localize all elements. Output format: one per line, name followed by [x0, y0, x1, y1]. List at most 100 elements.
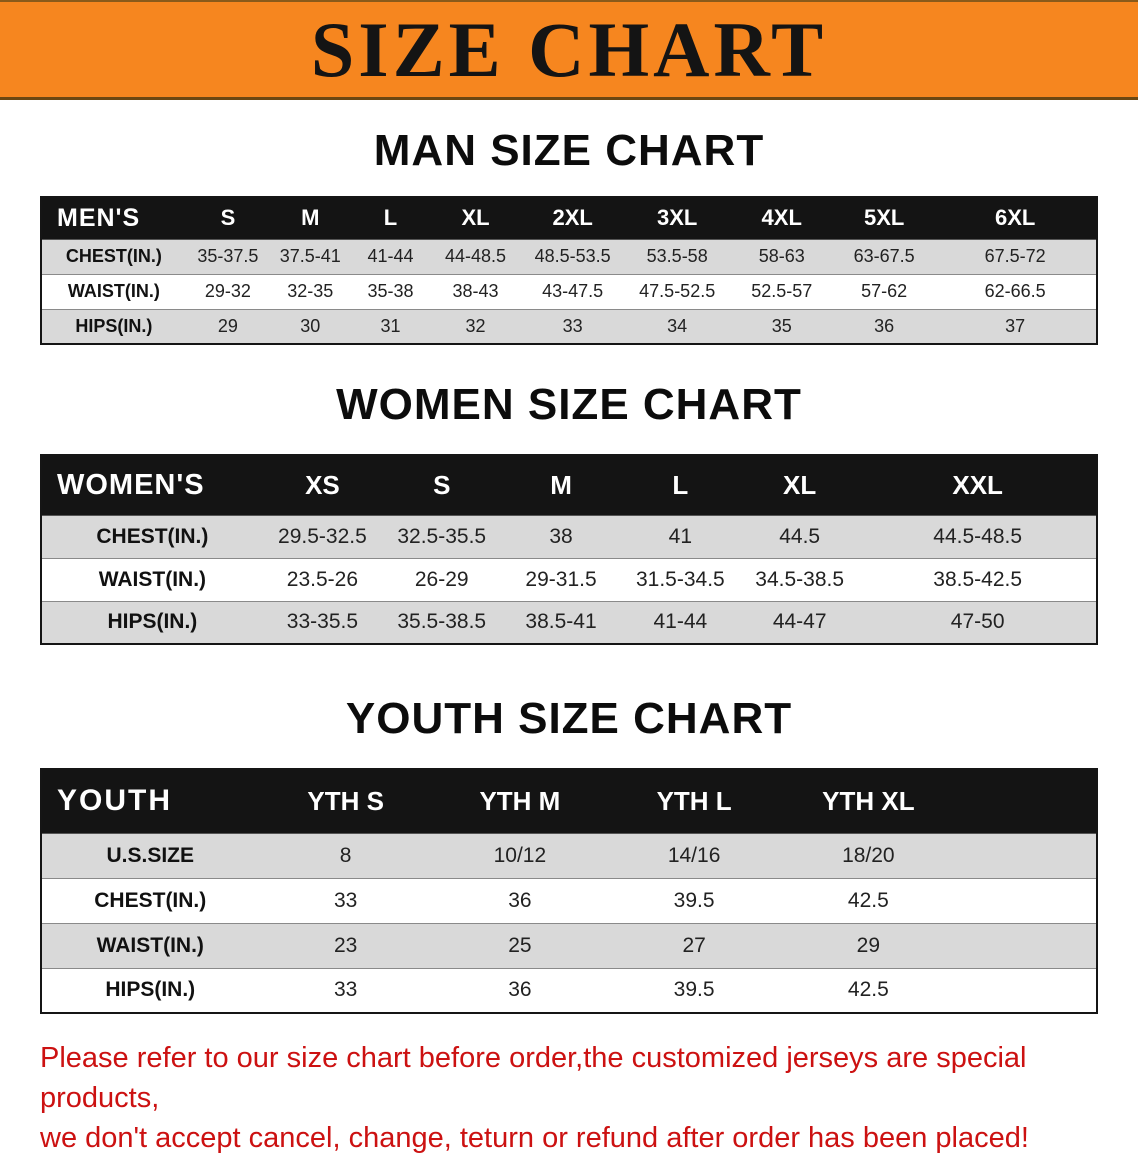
size-value-cell: 53.5-58 [646, 246, 708, 266]
size-value-cell: 42.5 [847, 978, 889, 1002]
measurement-row: WAIST(IN.) 23 25 27 29 [41, 923, 1097, 968]
notice-line-2: we don't accept cancel, change, teturn o… [40, 1122, 1029, 1155]
size-value-cell: 31.5-34.5 [635, 567, 725, 591]
size-header-cell: YTH M [432, 769, 607, 833]
size-header-cell: S [382, 455, 502, 515]
size-value-cell: 34.5-38.5 [755, 567, 845, 591]
size-value-cell: 48.5-53.5 [534, 246, 611, 266]
size-value-cell: 63-67.5 [853, 246, 915, 266]
size-value-cell: 39.5 [673, 888, 715, 912]
size-value-cell: 44-48.5 [444, 246, 507, 266]
size-value-cell: 32 [465, 315, 486, 336]
size-value-cell: 57-62 [861, 281, 908, 301]
size-value-cell: 39.5 [673, 978, 715, 1002]
size-value-cell: 41-44 [367, 246, 414, 266]
size-value-cell: 33-35.5 [286, 610, 359, 634]
size-value-cell: 42.5 [847, 888, 889, 912]
size-value-cell: 36 [874, 315, 895, 336]
size-value-cell: 29 [856, 933, 881, 957]
size-value-cell: 47.5-52.5 [639, 281, 716, 301]
size-header-cell: XXL [859, 455, 1097, 515]
size-value-cell: 44.5-48.5 [933, 524, 1023, 548]
footer-notice: Please refer to our size chart before or… [40, 1038, 1118, 1158]
table-header-row: MEN'S S M L XL 2XL 3XL 4XL 5XL 6XL [41, 197, 1097, 239]
table-title-cell: YOUTH [41, 769, 259, 833]
size-header-cell: 3XL [624, 197, 730, 239]
size-header-cell: L [620, 455, 741, 515]
spacer-cell [955, 968, 1097, 1013]
size-value-cell: 31 [380, 315, 401, 336]
table-header-row: WOMEN'S XS S M L XL XXL [41, 455, 1097, 515]
size-header-cell: M [270, 197, 351, 239]
size-value-cell: 38 [549, 524, 573, 548]
row-label-cell: CHEST(IN.) [96, 524, 209, 548]
size-value-cell: 52.5-57 [751, 281, 813, 301]
banner: SIZE CHART [0, 0, 1138, 100]
size-value-cell: 33 [333, 978, 358, 1002]
size-value-cell: 23 [333, 933, 358, 957]
measurement-row: HIPS(IN.) 33 36 39.5 42.5 [41, 968, 1097, 1013]
size-value-cell: 43-47.5 [542, 281, 604, 301]
measurement-row: HIPS(IN.) 33-35.5 35.5-38.5 38.5-41 41-44 44-… [41, 601, 1097, 644]
row-label-cell: WAIST(IN.) [96, 933, 204, 957]
measurement-row: WAIST(IN.) 29-32 32-35 35-38 38-43 43-47.5 47.… [41, 274, 1097, 309]
size-value-cell: 34 [667, 315, 688, 336]
row-label-cell: HIPS(IN.) [105, 978, 196, 1002]
women-size-table: WOMEN'S XS S M L XL XXL CHEST(IN.) 29.5-32.5 32.5… [40, 454, 1098, 645]
size-header-cell: 5XL [833, 197, 935, 239]
row-label-cell: U.S.SIZE [106, 843, 195, 867]
size-value-cell: 8 [339, 843, 352, 867]
men-size-table: MEN'S S M L XL 2XL 3XL 4XL 5XL 6XL CHEST(IN.) 35-37… [40, 196, 1098, 345]
size-value-cell: 23.5-26 [286, 567, 359, 591]
page-title: SIZE CHART [310, 5, 828, 93]
size-header-cell: YTH XL [781, 769, 956, 833]
row-label-cell: WAIST(IN.) [67, 281, 160, 301]
spacer-cell [955, 769, 1097, 833]
size-header-cell: XL [740, 455, 860, 515]
size-value-cell: 35.5-38.5 [397, 610, 487, 634]
size-value-cell: 29-32 [204, 281, 251, 301]
size-header-cell: YTH L [607, 769, 782, 833]
size-value-cell: 27 [682, 933, 706, 957]
size-header-cell: YTH S [258, 769, 433, 833]
size-value-cell: 67.5-72 [984, 246, 1046, 266]
size-header-cell: S [185, 197, 271, 239]
size-header-cell: M [501, 455, 621, 515]
table-title-cell: WOMEN'S [41, 455, 263, 515]
row-label-cell: HIPS(IN.) [75, 315, 153, 336]
measurement-row: HIPS(IN.) 29 30 31 32 33 34 35 36 37 [41, 309, 1097, 344]
size-value-cell: 33 [562, 315, 583, 336]
measurement-row: CHEST(IN.) 35-37.5 37.5-41 41-44 44-48.5 48.5… [41, 239, 1097, 274]
row-label-cell: HIPS(IN.) [107, 610, 198, 634]
size-value-cell: 10/12 [493, 843, 547, 867]
size-value-cell: 29 [217, 315, 238, 336]
size-header-cell: XL [430, 197, 521, 239]
size-value-cell: 14/16 [667, 843, 721, 867]
size-value-cell: 25 [508, 933, 532, 957]
size-value-cell: 35 [771, 315, 792, 336]
size-value-cell: 36 [508, 888, 532, 912]
size-value-cell: 38.5-42.5 [933, 567, 1023, 591]
size-header-cell: XS [262, 455, 383, 515]
size-value-cell: 41-44 [653, 610, 708, 634]
size-value-cell: 35-37.5 [197, 246, 259, 266]
measurement-row: WAIST(IN.) 23.5-26 26-29 29-31.5 31.5-34.5 34… [41, 558, 1097, 601]
row-label-cell: CHEST(IN.) [65, 246, 162, 266]
size-value-cell: 29.5-32.5 [278, 524, 367, 548]
youth-size-table: YOUTH YTH S YTH M YTH L YTH XL U.S.SIZE 8 10/12… [40, 768, 1098, 1014]
size-header-cell: 4XL [729, 197, 834, 239]
size-value-cell: 32-35 [287, 281, 334, 301]
spacer-cell [955, 923, 1097, 968]
size-value-cell: 36 [508, 978, 532, 1002]
notice-line-1: Please refer to our size chart before or… [40, 1042, 1027, 1115]
size-value-cell: 32.5-35.5 [397, 524, 487, 548]
table-title-cell: MEN'S [41, 197, 186, 239]
size-value-cell: 35-38 [367, 281, 414, 301]
men-section-heading: MAN SIZE CHART [373, 126, 765, 175]
measurement-row: CHEST(IN.) 29.5-32.5 32.5-35.5 38 41 44.5 44.5… [41, 515, 1097, 558]
row-label-cell: WAIST(IN.) [98, 567, 207, 591]
size-value-cell: 41 [668, 524, 693, 548]
spacer-cell [955, 878, 1097, 923]
spacer-cell [955, 833, 1097, 878]
